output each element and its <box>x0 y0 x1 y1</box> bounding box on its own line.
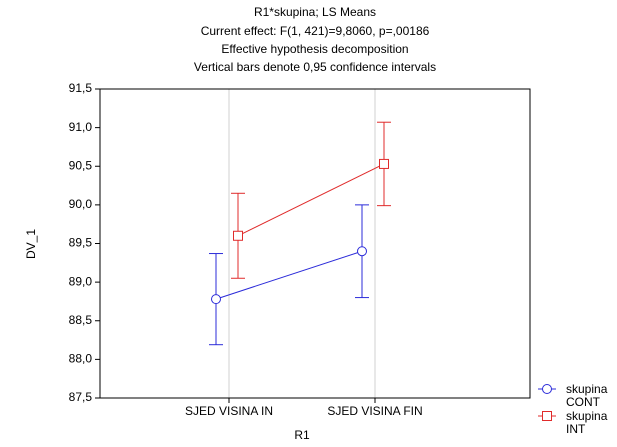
y-tick-label: 91,5 <box>69 81 93 95</box>
plot-frame <box>99 88 531 399</box>
data-point <box>211 294 221 305</box>
data-point <box>233 230 243 241</box>
subtitle: Effective hypothesis decomposition <box>221 42 408 56</box>
data-point <box>357 246 367 257</box>
series-line <box>237 163 385 237</box>
y-axis-label: DV_1 <box>24 229 38 259</box>
legend-marker <box>542 411 552 421</box>
legend-label: skupina INT <box>566 409 608 436</box>
series-line <box>215 250 363 300</box>
y-tick-label: 87,5 <box>69 390 93 404</box>
chart-title: R1*skupina; LS Means <box>254 5 376 19</box>
legend-label: skupina CONT <box>566 382 608 409</box>
legend-marker <box>542 384 552 394</box>
data-point <box>379 158 389 169</box>
y-tick-label: 89,0 <box>69 274 93 288</box>
y-tick-label: 88,0 <box>69 352 93 366</box>
y-tick-label: 89,5 <box>69 236 93 250</box>
y-tick-label: 91,0 <box>69 120 93 134</box>
y-tick-label: 90,5 <box>69 158 93 172</box>
subtitle: Current effect: F(1, 421)=9,8060, p=,001… <box>201 24 430 38</box>
y-tick-label: 90,0 <box>69 197 93 211</box>
y-tick-label: 88,5 <box>69 313 93 327</box>
x-axis-label: R1 <box>294 428 310 442</box>
x-tick-label: SJED VISINA FIN <box>327 404 422 418</box>
subtitle: Vertical bars denote 0,95 confidence int… <box>194 60 436 74</box>
x-tick-label: SJED VISINA IN <box>185 404 273 418</box>
